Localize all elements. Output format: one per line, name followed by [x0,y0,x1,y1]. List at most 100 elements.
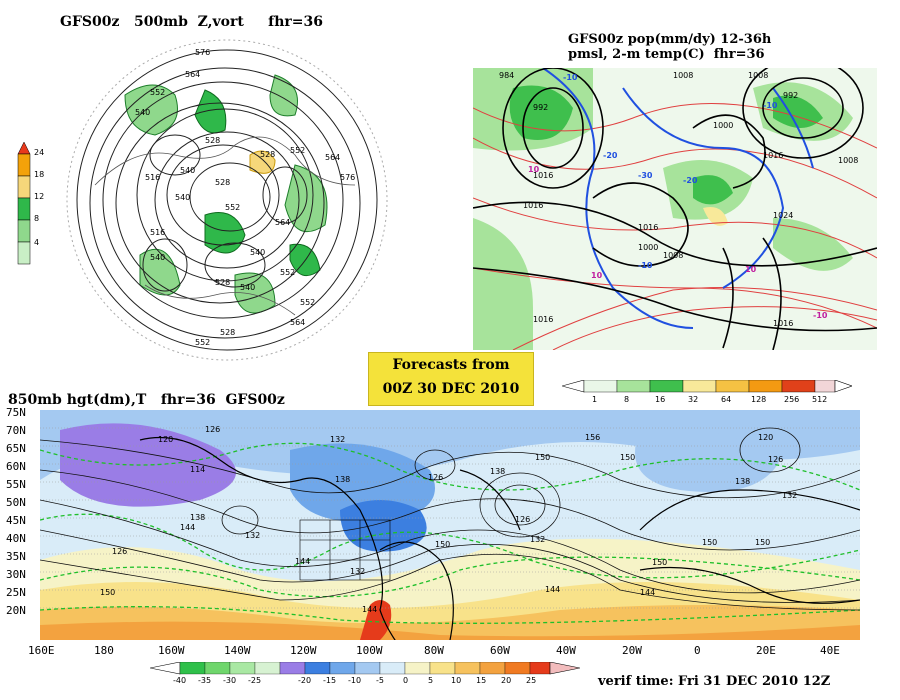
lon-label: 0 [694,644,701,657]
colorbar-label: 24 [34,148,45,157]
contour-label: 528 [215,178,230,187]
lat-label: 45N [6,514,26,527]
forecast-info-box: Forecasts from 00Z 30 DEC 2010 [368,352,534,406]
isobar-label: 992 [783,91,798,100]
contour-label: 528 [220,328,235,337]
contour-label: 576 [340,173,355,182]
lon-label: 20E [756,644,776,657]
colorbar-label: -40 [173,676,187,685]
precip-colorbar [562,380,852,393]
colorbar-label: 64 [721,395,732,404]
temperature-colorbar-labels: -40 -35 -30 -25 -20 -15 -10 -5 0 5 10 15… [150,676,580,688]
lon-label: 100W [356,644,383,657]
height-label: 138 [490,467,505,476]
colorbar-label: 12 [34,192,45,201]
colorbar-label: 20 [501,676,512,685]
colorbar-label: 8 [34,214,40,223]
colorbar-label: -30 [223,676,237,685]
temp-label: -10 [638,261,653,270]
forecast-line1: Forecasts from [392,357,510,373]
isobar-label: 1016 [533,171,553,180]
temp-label: -20 [683,176,698,185]
colorbar-label: 16 [655,395,666,404]
isobar-label: 1024 [773,211,793,220]
height-label: 150 [702,538,717,547]
polar-500mb-map: 576 564 552 540 528 516 540 528 552 564 … [66,39,388,361]
contour-label: 564 [185,70,200,79]
isobar-label: 1008 [748,71,768,80]
height-label: 144 [180,523,195,532]
lon-label: 40E [820,644,840,657]
colorbar-label: 18 [34,170,45,179]
panel-pop-title-line1: GFS00z pop(mm/dy) 12-36h [568,32,772,47]
height-label: 144 [295,557,310,566]
colorbar-label: -20 [298,676,312,685]
height-label: 114 [190,465,205,474]
lon-label: 180 [94,644,114,657]
colorbar-label: 15 [476,676,487,685]
lat-label: 75N [6,406,26,419]
lat-label: 70N [6,424,26,437]
height-label: 150 [435,540,450,549]
lon-label: 60W [490,644,510,657]
height-label: 144 [640,588,655,597]
contour-label: 552 [150,88,165,97]
colorbar-label: -5 [376,676,384,685]
height-label: 150 [652,558,667,567]
temp-label: -30 [638,171,653,180]
contour-label: 528 [215,278,230,287]
lat-label: 55N [6,478,26,491]
height-label: 126 [768,455,783,464]
height-label: 132 [330,435,345,444]
colorbar-label: -35 [198,676,212,685]
isobar-label: 1016 [773,319,793,328]
contour-label: 564 [290,318,305,327]
height-label: 144 [545,585,560,594]
temp-label: -20 [603,151,618,160]
lat-label: 30N [6,568,26,581]
height-label: 150 [755,538,770,547]
panel-850mb-title: 850mb hgt(dm),T fhr=36 GFS00z [8,392,285,408]
lon-label: 40W [556,644,576,657]
lon-label: 20W [622,644,642,657]
vorticity-colorbar [17,142,31,265]
contour-label: 516 [145,173,160,182]
isobar-label: 1016 [523,201,543,210]
colorbar-label: 32 [688,395,699,404]
height-label: 150 [535,453,550,462]
height-label: 126 [112,547,127,556]
height-label: 126 [205,425,220,434]
height-label: 120 [158,435,173,444]
lat-label: 35N [6,550,26,563]
height-label: 132 [530,535,545,544]
height-label: 150 [100,588,115,597]
height-label: 138 [735,477,750,486]
longitude-axis: 160E 180 160W 140W 120W 100W 80W 60W 40W… [28,644,868,658]
contour-label: 540 [135,108,150,117]
colorbar-label: 0 [403,676,409,685]
temp-label: 10 [528,165,540,174]
contour-label: 516 [150,228,165,237]
contour-label: 552 [225,203,240,212]
isobar-label: 1016 [763,151,783,160]
lat-label: 40N [6,532,26,545]
temp-label: 10 [745,265,757,274]
isobar-label: 1016 [638,223,658,232]
colorbar-label: 1 [592,395,598,404]
isobar-label: 1016 [533,315,553,324]
height-label: 150 [620,453,635,462]
height-label: 132 [782,491,797,500]
forecast-line2: 00Z 30 DEC 2010 [382,381,520,397]
contour-label: 540 [240,283,255,292]
colorbar-label: 25 [526,676,537,685]
contour-label: 564 [275,218,290,227]
contour-label: 528 [205,136,220,145]
temp-label: 10 [591,271,603,280]
colorbar-label: 5 [428,676,434,685]
isobar-label: 984 [499,71,514,80]
temp-label: -10 [763,101,778,110]
colorbar-label: -15 [323,676,337,685]
verification-time: verif time: Fri 31 DEC 2010 12Z [598,674,831,689]
temp-label: -10 [563,73,578,82]
isobar-label: 1008 [663,251,683,260]
